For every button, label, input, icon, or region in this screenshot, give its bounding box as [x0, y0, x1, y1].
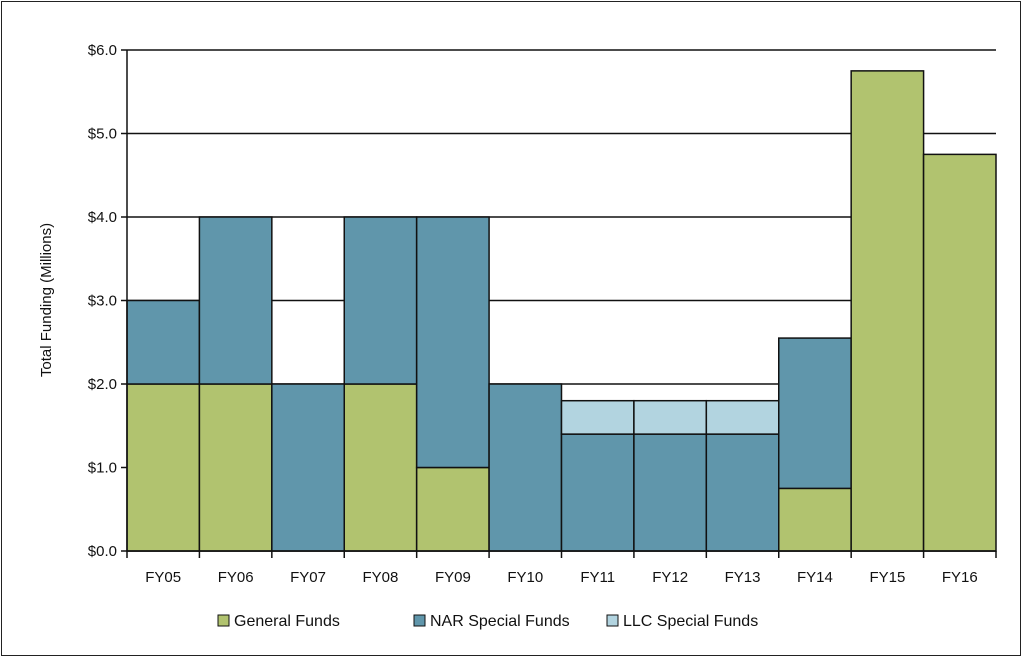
- x-tick-label: FY07: [290, 569, 326, 586]
- x-tick-label: FY15: [869, 569, 905, 586]
- x-tick-label: FY14: [797, 569, 833, 586]
- bar-segment: [126, 299, 201, 385]
- y-tick-label: $0.0: [88, 543, 117, 560]
- x-tick-label: FY10: [507, 569, 543, 586]
- legend: General Funds NAR Special Funds LLC Specia…: [217, 613, 758, 630]
- bar-segment: [343, 216, 418, 385]
- bar-segment: [198, 383, 273, 552]
- legend-swatch: [217, 614, 230, 627]
- bar-segment: [633, 399, 708, 435]
- bar-segment: [560, 433, 635, 552]
- axes: $0.0 $1.0 $2.0 $3.0 $4.0 $5.0 $6.0 FY05 FY06 FY07…: [88, 42, 997, 586]
- bar-segment: [922, 153, 997, 552]
- x-tick-label: FY06: [218, 569, 254, 586]
- y-tick-label: $1.0: [88, 460, 117, 477]
- legend-swatch: [413, 614, 426, 627]
- x-tick-label: FY12: [652, 569, 688, 586]
- bar-segment: [126, 383, 201, 552]
- bar-segment: [198, 216, 273, 385]
- legend-label: LLC Special Funds: [623, 613, 758, 630]
- legend-label: General Funds: [234, 613, 340, 630]
- bar-segment: [850, 70, 925, 552]
- bar-segment: [560, 399, 635, 435]
- bar-segment: [778, 487, 852, 552]
- bar-segment: [415, 466, 490, 552]
- bar-segment: [778, 337, 852, 490]
- x-tick-label: FY08: [363, 569, 399, 586]
- x-tick-label: FY11: [580, 569, 615, 586]
- bar-segment: [705, 399, 780, 435]
- y-tick-label: $2.0: [88, 376, 117, 393]
- bar-segment: [488, 383, 563, 552]
- x-tick-label: FY16: [942, 569, 978, 586]
- x-tick-label: FY13: [725, 569, 761, 586]
- y-axis-label: Total Funding (Millions): [38, 223, 55, 377]
- bar-segment: [343, 383, 418, 552]
- legend-swatch: [606, 614, 619, 627]
- x-tick-label: FY09: [435, 569, 471, 586]
- bar-segment: [271, 383, 346, 552]
- bar-segment: [633, 433, 708, 552]
- y-tick-label: $6.0: [88, 42, 117, 59]
- y-tick-label: $3.0: [88, 293, 117, 310]
- y-tick-label: $5.0: [88, 126, 117, 143]
- bar-segment: [415, 216, 490, 469]
- legend-label: NAR Special Funds: [430, 613, 570, 630]
- bars: [126, 70, 997, 552]
- y-tick-label: $4.0: [88, 209, 117, 226]
- bar-segment: [705, 433, 780, 552]
- x-tick-label: FY05: [145, 569, 181, 586]
